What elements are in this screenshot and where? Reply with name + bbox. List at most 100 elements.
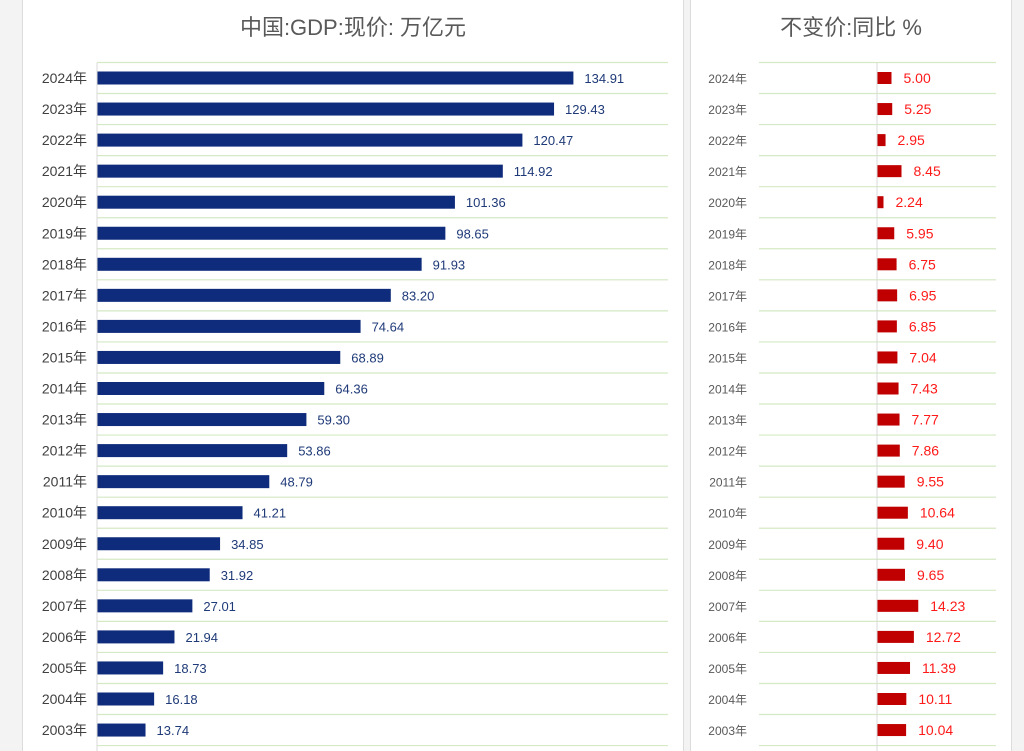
gdp-bar: [97, 537, 221, 551]
gdp-value-label: 101.36: [466, 195, 506, 210]
gdp-bar: [97, 288, 391, 302]
growth-bar: [877, 475, 905, 488]
growth-value-label: 9.55: [917, 474, 944, 490]
growth-category-label: 2011年: [709, 476, 747, 490]
gdp-value-label: 41.21: [254, 506, 287, 521]
growth-bar: [877, 506, 908, 519]
growth-value-label: 11.39: [922, 660, 956, 676]
growth-bar: [877, 444, 900, 457]
growth-bar: [877, 320, 897, 333]
gdp-category-label: 2005年: [42, 660, 87, 676]
gdp-value-label: 59.30: [317, 413, 350, 428]
growth-category-label: 2024年: [708, 72, 747, 86]
gdp-value-label: 21.94: [185, 630, 218, 645]
gdp-bar: [97, 568, 210, 582]
gdp-bar: [97, 102, 555, 116]
gdp-value-label: 134.91: [584, 71, 624, 86]
gdp-value-label: 27.01: [203, 599, 236, 614]
gdp-value-label: 34.85: [231, 537, 264, 552]
gdp-value-label: 31.92: [221, 568, 254, 583]
growth-category-label: 2021年: [708, 165, 747, 179]
growth-value-label: 10.04: [918, 722, 953, 738]
gdp-chart-title: 中国:GDP:现价: 万亿元: [239, 15, 467, 40]
growth-category-label: 2023年: [708, 103, 747, 117]
growth-bar: [877, 227, 895, 240]
growth-bar: [877, 72, 892, 84]
growth-category-label: 2004年: [708, 693, 747, 707]
growth-value-label: 7.77: [912, 412, 939, 428]
gdp-value-label: 114.92: [514, 164, 553, 179]
growth-value-label: 7.04: [909, 349, 936, 365]
gdp-value-label: 98.65: [456, 226, 489, 241]
gdp-chart-panel: 中国:GDP:现价: 万亿元 2024年 134.91 2023年 129.43 202…: [22, 0, 684, 751]
gdp-category-label: 2006年: [42, 629, 87, 645]
gdp-bar: [97, 195, 455, 209]
gdp-bar: [97, 444, 288, 458]
gdp-value-label: 68.89: [351, 350, 384, 365]
growth-category-label: 2018年: [708, 258, 747, 272]
gdp-category-label: 2009年: [42, 536, 87, 552]
gdp-bar: [97, 382, 325, 395]
growth-value-label: 7.43: [911, 381, 938, 397]
growth-chart-svg: 2024年 5.00 2023年 5.25 2022年 2.95 2021年 8.45 2020…: [708, 61, 996, 751]
growth-category-label: 2017年: [708, 289, 747, 303]
gdp-category-label: 2012年: [42, 443, 87, 459]
growth-category-label: 2020年: [708, 196, 747, 210]
growth-bar: [877, 382, 899, 395]
gdp-bar: [97, 630, 175, 644]
growth-value-label: 8.45: [914, 163, 941, 179]
growth-category-label: 2007年: [708, 600, 747, 614]
growth-category-label: 2014年: [708, 383, 747, 397]
gdp-bar: [97, 226, 446, 240]
growth-bar: [877, 568, 905, 581]
growth-category-label: 2009年: [708, 538, 747, 552]
gdp-bar: [97, 475, 270, 489]
gdp-category-label: 2003年: [42, 722, 87, 738]
growth-bar: [877, 661, 911, 674]
gdp-category-label: 2013年: [42, 412, 87, 428]
growth-bar: [877, 599, 919, 612]
gdp-bar: [97, 506, 243, 520]
gdp-category-label: 2021年: [42, 163, 87, 179]
growth-bar: [877, 693, 907, 705]
gdp-category-label: 2023年: [42, 101, 87, 117]
gdp-category-label: 2007年: [42, 598, 87, 614]
gdp-category-label: 2004年: [42, 691, 87, 707]
growth-category-label: 2022年: [708, 134, 747, 148]
growth-bar: [877, 724, 907, 737]
gdp-category-label: 2024年: [42, 70, 87, 86]
gdp-bar: [97, 661, 164, 675]
growth-value-label: 10.11: [918, 691, 952, 707]
gdp-category-label: 2017年: [42, 287, 87, 303]
gdp-value-label: 48.79: [280, 475, 313, 490]
gdp-value-label: 120.47: [533, 133, 573, 148]
growth-category-label: 2008年: [708, 569, 747, 583]
gdp-bar: [97, 319, 361, 333]
growth-value-label: 9.40: [916, 536, 943, 552]
gdp-bar: [97, 413, 307, 427]
gdp-value-label: 13.74: [157, 723, 190, 738]
gdp-category-label: 2022年: [42, 132, 87, 148]
gdp-category-label: 2016年: [42, 318, 87, 334]
growth-value-label: 7.86: [912, 443, 939, 459]
gdp-category-label: 2020年: [42, 194, 87, 210]
gdp-value-label: 16.18: [165, 692, 198, 707]
growth-category-label: 2016年: [708, 320, 747, 334]
growth-category-label: 2010年: [708, 507, 747, 521]
growth-bar: [877, 165, 902, 178]
gdp-category-label: 2008年: [42, 567, 87, 583]
gdp-bar: [97, 692, 155, 706]
gdp-category-label: 2014年: [42, 381, 87, 397]
gdp-bar: [97, 599, 193, 613]
growth-category-label: 2003年: [708, 724, 747, 738]
growth-category-label: 2006年: [708, 631, 747, 645]
growth-value-label: 2.24: [895, 194, 922, 210]
gdp-bar: [97, 350, 341, 364]
growth-category-label: 2005年: [708, 662, 747, 676]
growth-category-label: 2019年: [708, 227, 747, 241]
gdp-category-label: 2010年: [42, 505, 87, 521]
gdp-category-label: 2011年: [43, 474, 87, 490]
growth-value-label: 5.95: [906, 225, 933, 241]
growth-bar: [877, 103, 893, 116]
growth-bar: [877, 537, 905, 550]
